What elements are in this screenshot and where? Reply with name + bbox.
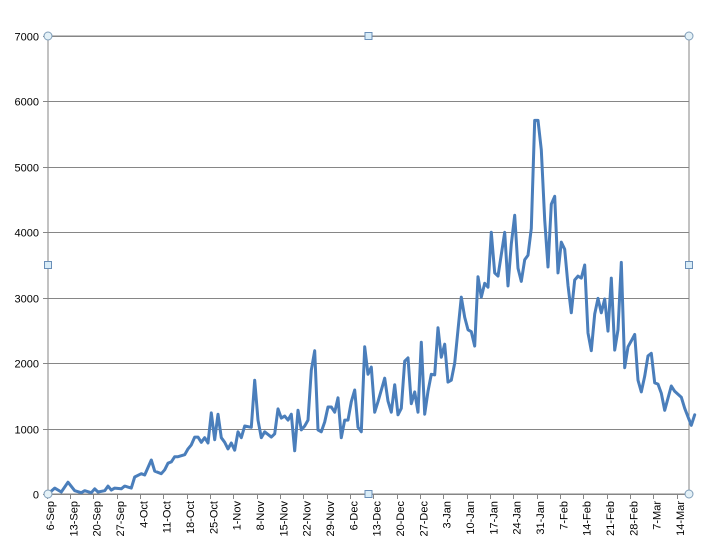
x-tick-label: 14-Feb <box>582 501 594 536</box>
y-tick-label: 2000 <box>15 359 39 371</box>
x-tick-label: 18-Oct <box>185 501 197 534</box>
x-tick-label: 6-Sep <box>45 501 57 530</box>
x-tick-label: 20-Sep <box>92 501 104 536</box>
series-layer <box>46 118 697 496</box>
resize-handle-side[interactable] <box>44 261 52 269</box>
series-line <box>46 118 697 496</box>
selection-handles[interactable] <box>43 31 694 499</box>
x-tick-label: 24-Jan <box>512 501 524 535</box>
x-tick-label: 10-Jan <box>465 501 477 535</box>
y-tick-label: 1000 <box>15 425 39 437</box>
resize-handle-corner[interactable] <box>43 31 53 41</box>
x-tick-label: 29-Nov <box>325 501 337 537</box>
resize-handle-corner[interactable] <box>684 489 694 499</box>
x-tick-label: 3-Jan <box>442 501 454 529</box>
x-tick-label: 20-Dec <box>395 501 407 537</box>
x-tick-label: 27-Sep <box>115 501 127 536</box>
resize-handle-corner[interactable] <box>684 31 694 41</box>
y-tick-label: 3000 <box>15 294 39 306</box>
resize-handle-corner[interactable] <box>43 489 53 499</box>
resize-handle-side[interactable] <box>364 32 373 40</box>
x-tick-label: 6-Dec <box>348 501 360 531</box>
x-tick-label: 28-Feb <box>628 501 640 536</box>
x-axis: 6-Sep 13-Sep 20-Sep 27-Sep 4-Oct 11-Oct 18-Oct… <box>45 494 687 536</box>
y-tick-label: 0 <box>33 490 39 502</box>
x-tick-label: 21-Feb <box>605 501 617 536</box>
x-tick-label: 7-Feb <box>558 501 570 530</box>
resize-handle-side[interactable] <box>364 490 373 498</box>
plot-area-border <box>47 35 690 495</box>
x-tick-label: 11-Oct <box>162 501 174 533</box>
gridlines <box>48 36 689 495</box>
x-tick-label: 22-Nov <box>302 501 314 537</box>
x-tick-label: 25-Oct <box>208 501 220 534</box>
x-tick-label: 1-Nov <box>232 501 244 531</box>
x-tick-label: 27-Dec <box>418 501 430 537</box>
y-tick-label: 4000 <box>15 228 39 240</box>
y-axis: 0 1000 2000 3000 4000 5000 6000 7000 <box>15 32 48 502</box>
x-tick-label: 13-Dec <box>372 501 384 537</box>
x-tick-label: 17-Jan <box>488 501 500 535</box>
x-tick-label: 13-Sep <box>68 501 80 536</box>
resize-handle-side[interactable] <box>685 261 693 269</box>
x-tick-label: 4-Oct <box>138 501 150 528</box>
x-tick-label: 31-Jan <box>535 501 547 535</box>
y-tick-label: 6000 <box>15 97 39 109</box>
x-tick-label: 15-Nov <box>278 501 290 537</box>
y-tick-label: 7000 <box>15 32 39 44</box>
y-tick-label: 5000 <box>15 163 39 175</box>
x-tick-label: 14-Mar <box>675 501 687 536</box>
x-tick-label: 8-Nov <box>255 501 267 531</box>
x-tick-label: 7-Mar <box>652 501 664 530</box>
